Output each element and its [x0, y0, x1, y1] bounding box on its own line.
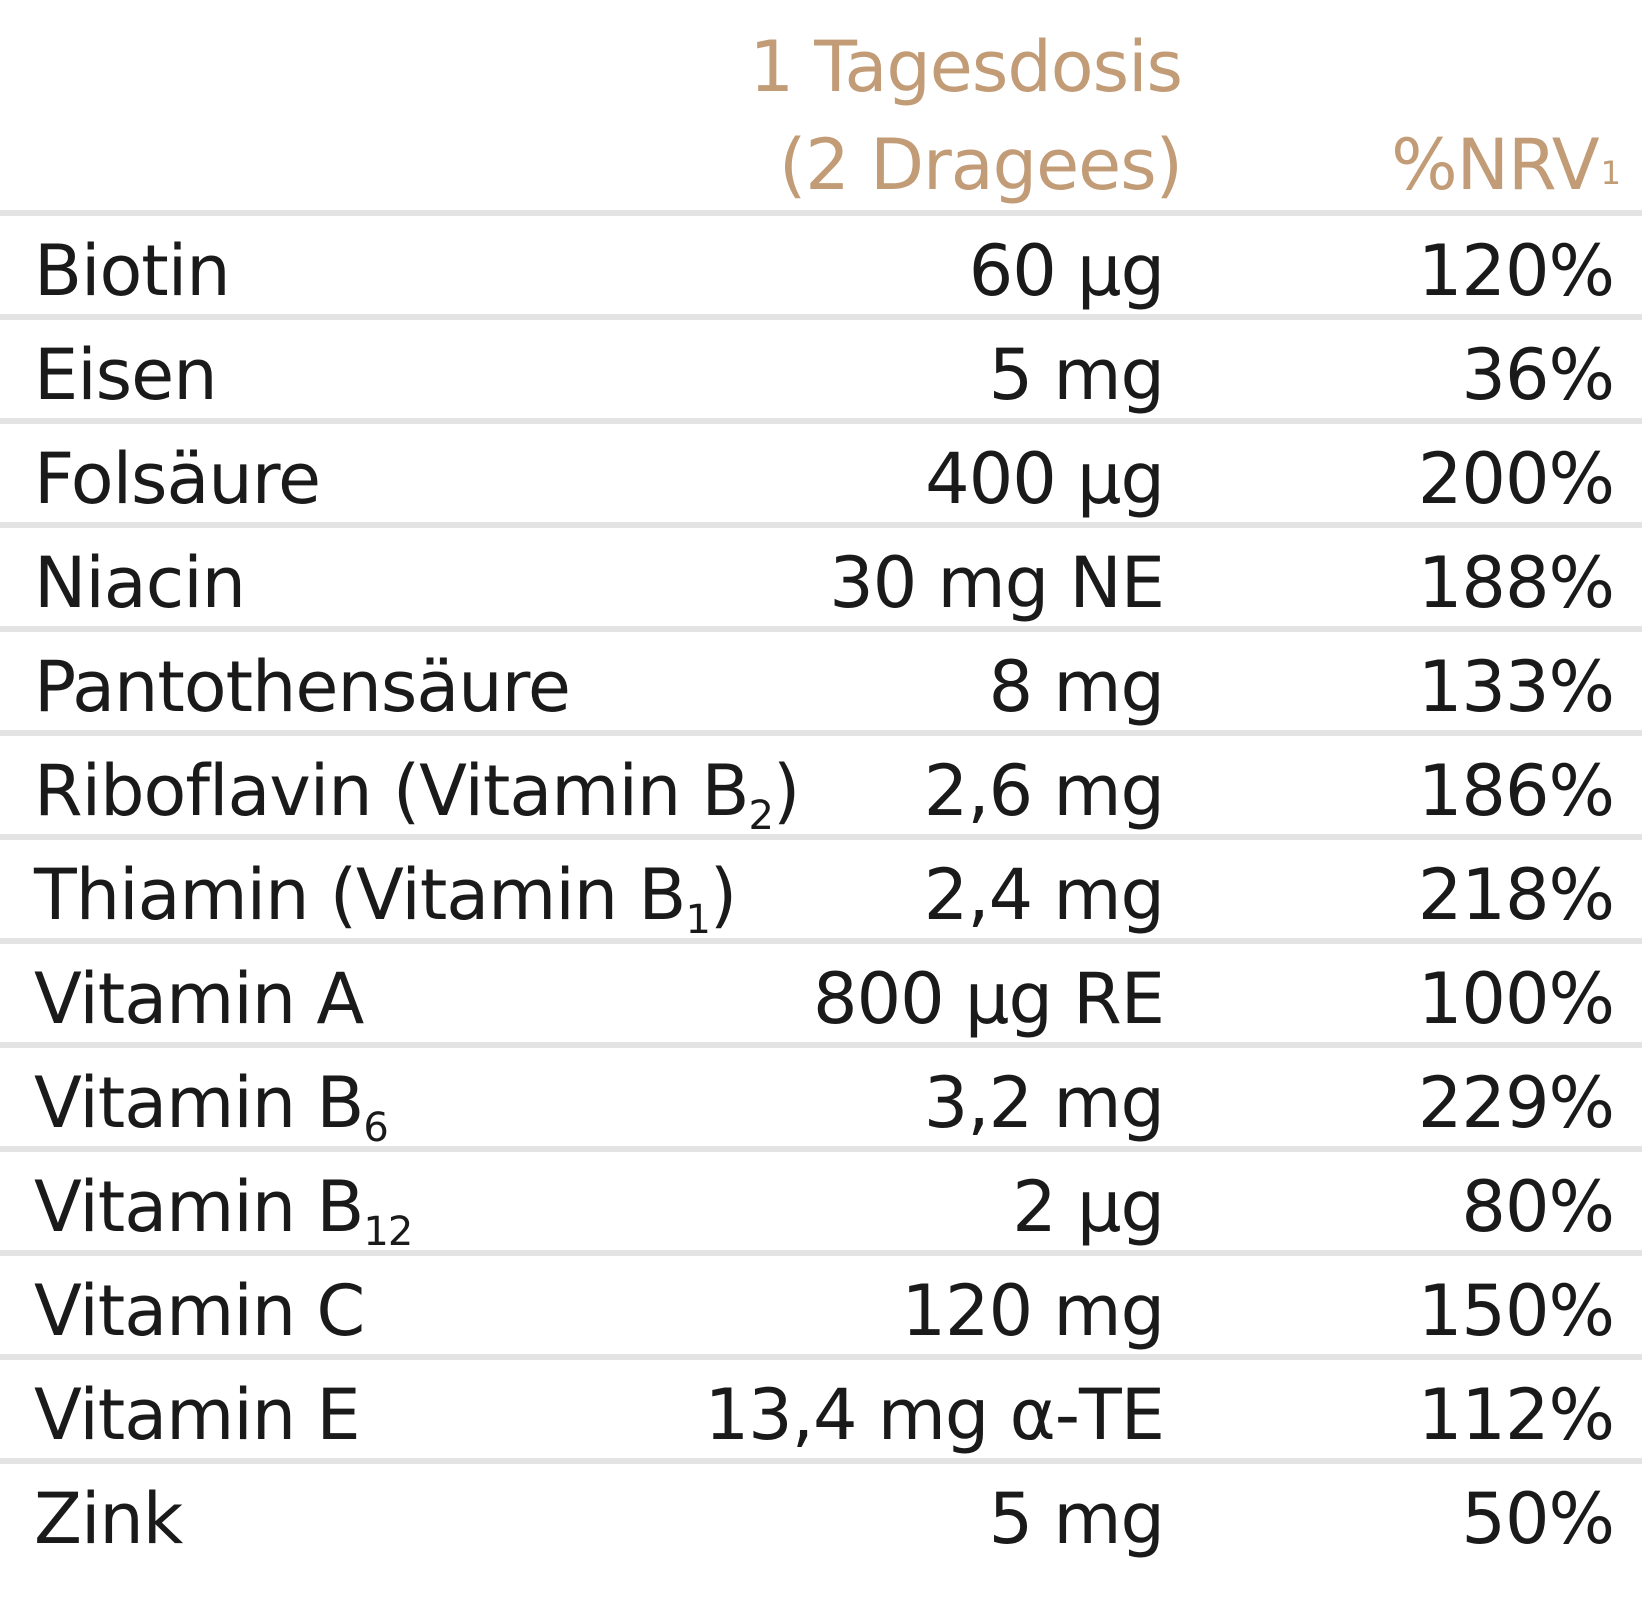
daily-dose-value: 5 mg — [988, 1478, 1165, 1560]
nutrient-name: Folsäure — [34, 438, 321, 520]
nrv-percent: 218% — [1417, 854, 1615, 936]
nrv-percent: 80% — [1461, 1166, 1615, 1248]
nutrient-name: Biotin — [34, 230, 231, 312]
daily-dose-value: 2,4 mg — [923, 854, 1165, 936]
nutrient-name-text: Biotin — [34, 230, 231, 312]
nutrient-name-suffix: ) — [773, 750, 800, 832]
nutrient-name-subscript: 2 — [748, 793, 774, 839]
nutrient-name-text: Thiamin (Vitamin B — [34, 854, 686, 936]
table-row: Vitamin B12 2 µg 80% — [0, 1146, 1642, 1255]
nutrient-name-text: Vitamin B — [34, 1062, 364, 1144]
nutrient-name: Zink — [34, 1478, 183, 1560]
daily-dose-value: 5 mg — [988, 334, 1165, 416]
nutrient-name-subscript: 12 — [363, 1209, 413, 1255]
nutrient-name-text: Vitamin A — [34, 958, 364, 1040]
table-row: Zink 5 mg 50% — [0, 1458, 1642, 1598]
nrv-footnote-marker: 1 — [1600, 154, 1621, 192]
nutrient-name-text: Vitamin E — [34, 1374, 361, 1456]
nutrient-name-text: Niacin — [34, 542, 246, 624]
nutrient-table: Biotin 60 µg 120% Eisen 5 mg 36% Folsäure 400 µ… — [0, 210, 1642, 1598]
nutrient-name-suffix: ) — [709, 854, 737, 936]
nrv-header: %NRV1 — [1391, 116, 1621, 214]
nrv-percent: 50% — [1461, 1478, 1615, 1560]
nrv-percent: 36% — [1461, 334, 1615, 416]
nutrient-name: Niacin — [34, 542, 246, 624]
table-header: 1 Tagesdosis (2 Dragees) %NRV1 — [0, 0, 1642, 210]
table-row: Folsäure 400 µg 200% — [0, 418, 1642, 522]
daily-dose-value: 120 mg — [901, 1270, 1165, 1352]
table-row: Vitamin B6 3,2 mg 229% — [0, 1042, 1642, 1151]
nrv-percent: 133% — [1417, 646, 1615, 728]
nrv-header-label: %NRV — [1391, 124, 1600, 206]
nrv-percent: 120% — [1417, 230, 1615, 312]
nrv-percent: 150% — [1417, 1270, 1615, 1352]
nutrient-name-subscript: 1 — [685, 897, 710, 943]
nutrient-name: Pantothensäure — [34, 646, 571, 728]
table-row: Vitamin A 800 µg RE 100% — [0, 938, 1642, 1042]
table-row: Niacin 30 mg NE 188% — [0, 522, 1642, 626]
daily-dose-value: 2,6 mg — [923, 750, 1165, 832]
table-row: Eisen 5 mg 36% — [0, 314, 1642, 418]
daily-dose-value: 13,4 mg α-TE — [704, 1374, 1165, 1456]
daily-dose-value: 30 mg NE — [829, 542, 1165, 624]
nrv-percent: 200% — [1417, 438, 1615, 520]
nutrient-name: Thiamin (Vitamin B1) — [34, 854, 737, 947]
nutrient-name-text: Vitamin B — [34, 1166, 364, 1248]
daily-dose-value: 2 µg — [1012, 1166, 1165, 1248]
nrv-percent: 229% — [1417, 1062, 1615, 1144]
table-row: Riboflavin (Vitamin B2) 2,6 mg 186% — [0, 730, 1642, 839]
nrv-percent: 186% — [1417, 750, 1615, 832]
nutrient-name-text: Zink — [34, 1478, 183, 1560]
daily-dose-header-line2: (2 Dragees) — [778, 124, 1183, 206]
table-row: Thiamin (Vitamin B1) 2,4 mg 218% — [0, 834, 1642, 943]
nutrient-name-text: Eisen — [34, 334, 218, 416]
nrv-percent: 100% — [1417, 958, 1615, 1040]
table-row: Vitamin E 13,4 mg α-TE 112% — [0, 1354, 1642, 1458]
daily-dose-value: 800 µg RE — [813, 958, 1165, 1040]
table-row: Pantothensäure 8 mg 133% — [0, 626, 1642, 730]
table-row: Vitamin C 120 mg 150% — [0, 1250, 1642, 1354]
daily-dose-header-line1: 1 Tagesdosis — [749, 26, 1183, 108]
nutrient-name: Eisen — [34, 334, 218, 416]
daily-dose-value: 60 µg — [968, 230, 1165, 312]
nutrient-name: Vitamin C — [34, 1270, 365, 1352]
daily-dose-header: 1 Tagesdosis (2 Dragees) — [749, 18, 1183, 214]
table-row: Biotin 60 µg 120% — [0, 210, 1642, 314]
nutrient-name-text: Pantothensäure — [34, 646, 571, 728]
nutrient-name: Vitamin E — [34, 1374, 361, 1456]
nutrient-name: Vitamin A — [34, 958, 364, 1040]
nutrient-name-text: Folsäure — [34, 438, 321, 520]
daily-dose-value: 400 µg — [925, 438, 1165, 520]
nutrient-name: Riboflavin (Vitamin B2) — [34, 750, 800, 843]
daily-dose-value: 8 mg — [988, 646, 1165, 728]
nrv-percent: 112% — [1417, 1374, 1615, 1456]
nrv-percent: 188% — [1417, 542, 1615, 624]
nutrient-name-text: Riboflavin (Vitamin B — [34, 750, 750, 832]
daily-dose-value: 3,2 mg — [923, 1062, 1165, 1144]
nutrient-name: Vitamin B12 — [34, 1166, 413, 1259]
nutrient-name: Vitamin B6 — [34, 1062, 389, 1155]
nutrient-name-text: Vitamin C — [34, 1270, 365, 1352]
nutrient-name-subscript: 6 — [363, 1105, 388, 1151]
